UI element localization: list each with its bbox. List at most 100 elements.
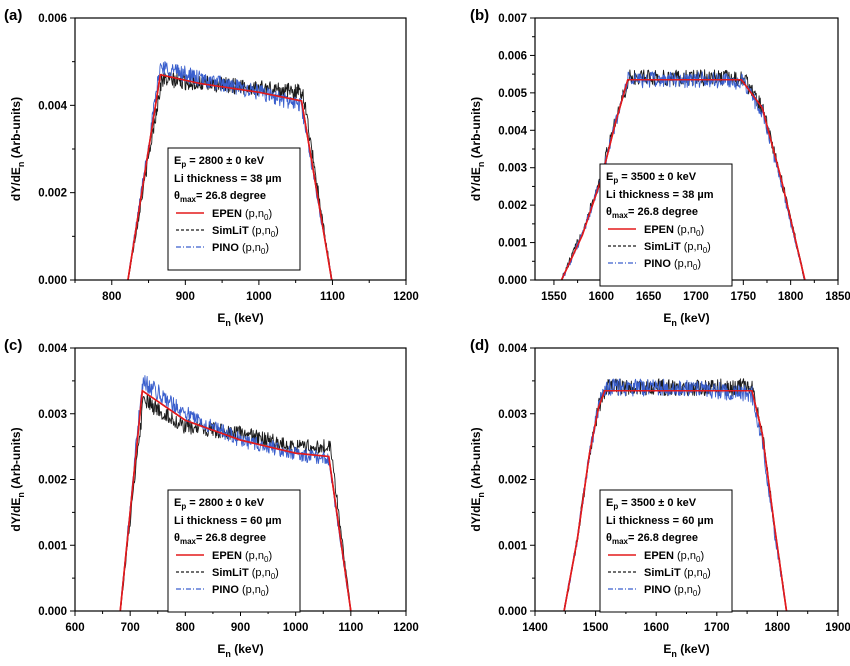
chart-panel-3: (d) 1400 1500 1600 1700 1800 1900 0.000 0.001 0.0… [469, 337, 850, 659]
legend-entry-epen: EPEN (p,n0) [212, 550, 272, 564]
x-tick-label: 1850 [825, 291, 850, 303]
legend-li-thickness: Li thickness = 38 µm [606, 189, 714, 201]
y-tick-label: 0.000 [498, 275, 527, 287]
x-tick-label: 1700 [704, 622, 730, 634]
x-tick-label: 1100 [320, 291, 345, 303]
y-tick-label: 0.003 [498, 409, 527, 421]
x-tick-label: 1400 [522, 622, 548, 634]
legend-entry-simlit: SimLiT (p,n0) [212, 225, 279, 239]
series-line-epen-top [563, 389, 788, 611]
x-axis-label: En (keV) [217, 642, 263, 659]
plot-area [563, 378, 788, 611]
x-tick-label: 900 [231, 622, 250, 634]
y-tick-label: 0.002 [498, 200, 527, 212]
legend-li-thickness: Li thickness = 38 µm [174, 173, 282, 185]
legend-li-thickness: Li thickness = 60 µm [174, 515, 282, 527]
y-tick-label: 0.004 [498, 125, 527, 137]
series-line-epen-top [119, 389, 352, 611]
legend-entry-epen: EPEN (p,n0) [212, 208, 272, 222]
y-tick-label: 0.000 [38, 606, 67, 618]
x-axis-label: En (keV) [663, 642, 709, 659]
y-tick-label: 0.002 [38, 188, 67, 200]
y-tick-label: 0.003 [38, 409, 67, 421]
legend-entry-simlit: SimLiT (p,n0) [644, 567, 711, 581]
x-tick-label: 1600 [588, 291, 614, 303]
x-tick-label: 1800 [778, 291, 804, 303]
x-tick-label: 1000 [283, 622, 309, 634]
x-tick-label: 1200 [393, 622, 419, 634]
legend-theta-max: θmax= 26.8 degree [606, 532, 698, 546]
legend-beam-energy: Ep = 2800 ± 0 keV [174, 155, 265, 169]
series-line-epen-top [560, 78, 806, 280]
series-line-epen-top [127, 73, 333, 280]
chart-panel-2: (c) 600 700 800 900 1000 1100 1200 0.000 0.001 0.0… [4, 337, 419, 659]
panel-label: (c) [4, 337, 22, 354]
chart-panel-0: (a) 800 900 1000 1100 1200 0.000 0.002 0.004 0.00… [4, 7, 419, 328]
legend: Ep = 2800 ± 0 keV Li thickness = 60 µm θma… [167, 489, 301, 613]
plot-area [127, 61, 333, 280]
x-tick-label: 1200 [393, 291, 419, 303]
legend-beam-energy: Ep = 3500 ± 0 keV [606, 497, 697, 511]
x-tick-label: 1650 [636, 291, 662, 303]
legend-entry-pino: PINO (p,n0) [212, 584, 269, 598]
legend-entry-epen: EPEN (p,n0) [644, 224, 704, 238]
x-tick-label: 1000 [246, 291, 272, 303]
panel-label: (d) [470, 337, 489, 354]
x-axis-label: En (keV) [663, 311, 709, 328]
legend-entry-simlit: SimLiT (p,n0) [212, 567, 279, 581]
x-tick-label: 1550 [541, 291, 567, 303]
legend-theta-max: θmax= 26.8 degree [174, 190, 266, 204]
legend: Ep = 3500 ± 0 keV Li thickness = 60 µm θma… [599, 489, 733, 613]
legend: Ep = 2800 ± 0 keV Li thickness = 38 µm θma… [167, 147, 301, 271]
x-tick-label: 800 [102, 291, 121, 303]
legend-entry-simlit: SimLiT (p,n0) [644, 241, 711, 255]
y-axis-label: dY/dEn (Arb-units) [9, 427, 26, 531]
x-tick-label: 1500 [583, 622, 609, 634]
legend-entry-pino: PINO (p,n0) [644, 258, 701, 272]
x-tick-label: 700 [121, 622, 140, 634]
legend-beam-energy: Ep = 2800 ± 0 keV [174, 497, 265, 511]
legend-li-thickness: Li thickness = 60 µm [606, 515, 714, 527]
y-tick-label: 0.001 [38, 540, 67, 552]
x-tick-label: 600 [65, 622, 84, 634]
x-axis-label: En (keV) [217, 311, 263, 328]
x-tick-label: 1600 [643, 622, 669, 634]
x-tick-label: 1750 [731, 291, 757, 303]
plot-area [119, 375, 352, 611]
y-axis-label: dY/dEn (Arb-units) [469, 97, 486, 201]
chart-panel-1: (b) 1550 1600 1650 1700 1750 1800 1850 0.000 0.00… [469, 7, 850, 328]
panel-label: (b) [470, 7, 489, 24]
y-tick-label: 0.000 [38, 275, 67, 287]
legend-theta-max: θmax= 26.8 degree [174, 532, 266, 546]
y-tick-label: 0.002 [38, 475, 67, 487]
legend-entry-pino: PINO (p,n0) [644, 584, 701, 598]
legend-beam-energy: Ep = 3500 ± 0 keV [606, 171, 697, 185]
panel-label: (a) [4, 7, 22, 24]
y-tick-label: 0.004 [38, 100, 67, 112]
y-tick-label: 0.000 [498, 606, 527, 618]
y-tick-label: 0.004 [498, 343, 527, 355]
y-axis-label: dY/dEn (Arb-units) [9, 97, 26, 201]
x-tick-label: 800 [176, 622, 195, 634]
y-tick-label: 0.001 [498, 540, 527, 552]
legend-entry-epen: EPEN (p,n0) [644, 550, 704, 564]
x-tick-label: 1800 [765, 622, 791, 634]
y-tick-label: 0.004 [38, 343, 67, 355]
y-tick-label: 0.001 [498, 238, 527, 250]
legend-theta-max: θmax= 26.8 degree [606, 206, 698, 220]
series-line-simlit [127, 72, 333, 280]
y-tick-label: 0.002 [498, 475, 527, 487]
y-axis-label: dY/dEn (Arb-units) [469, 427, 486, 531]
x-tick-label: 1700 [683, 291, 709, 303]
legend-entry-pino: PINO (p,n0) [212, 242, 269, 256]
series-line-pino [119, 375, 352, 611]
x-tick-label: 900 [176, 291, 195, 303]
x-tick-label: 1900 [825, 622, 850, 634]
y-tick-label: 0.007 [498, 13, 527, 25]
y-tick-label: 0.006 [498, 50, 527, 62]
x-tick-label: 1100 [338, 622, 363, 634]
y-tick-label: 0.003 [498, 163, 527, 175]
y-tick-label: 0.005 [498, 88, 527, 100]
y-tick-label: 0.006 [38, 13, 67, 25]
